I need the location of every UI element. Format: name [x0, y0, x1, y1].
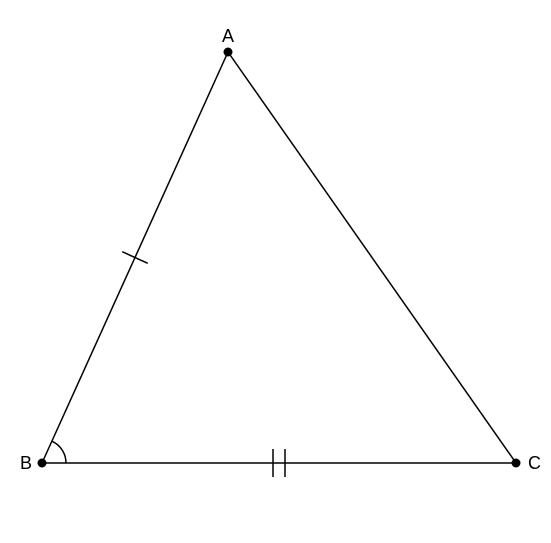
edge-AC [228, 52, 516, 463]
tick-AB-0 [122, 252, 148, 264]
vertex-label-B: B [20, 453, 32, 473]
vertex-B [38, 459, 47, 468]
triangle-diagram: A B C [0, 0, 551, 543]
vertex-C [512, 459, 521, 468]
angle-arc-B [52, 441, 66, 463]
vertex-label-C: C [528, 453, 541, 473]
vertex-A [224, 48, 233, 57]
vertex-label-A: A [222, 26, 234, 46]
